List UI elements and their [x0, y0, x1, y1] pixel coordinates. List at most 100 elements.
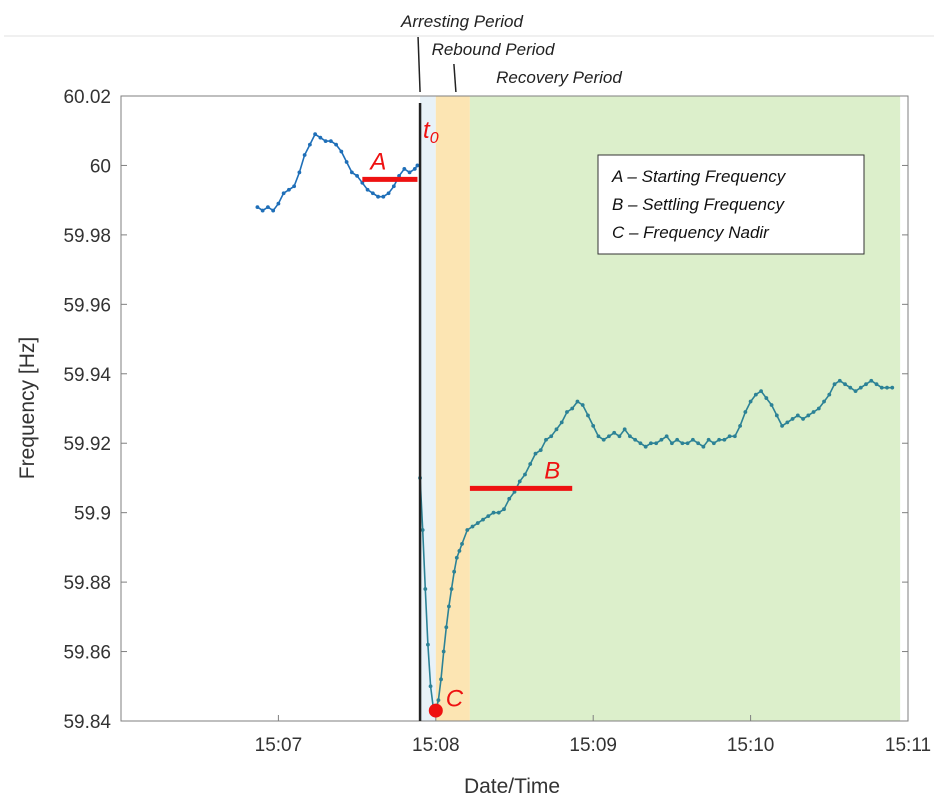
data-point	[402, 167, 407, 171]
y-tick-label: 59.86	[63, 643, 111, 664]
data-point	[297, 170, 302, 175]
data-point	[837, 378, 842, 383]
data-point	[774, 413, 779, 418]
data-point	[470, 524, 475, 529]
data-point	[601, 437, 606, 442]
legend-entry-c: C – Frequency Nadir	[612, 223, 770, 242]
data-point	[554, 427, 559, 432]
y-tick-label: 59.94	[63, 365, 111, 386]
y-axis-title: Frequency [Hz]	[16, 337, 39, 479]
data-point	[738, 423, 743, 428]
data-point	[507, 496, 512, 501]
data-point	[596, 434, 601, 439]
data-point	[444, 625, 449, 630]
data-point	[753, 392, 758, 397]
data-point	[879, 385, 884, 390]
data-point	[864, 382, 868, 387]
data-point	[271, 208, 276, 213]
period-band-arresting-period	[420, 96, 436, 721]
data-point	[628, 434, 632, 439]
data-point	[795, 413, 800, 418]
data-point	[649, 441, 653, 446]
data-point	[423, 587, 428, 591]
data-point	[452, 569, 457, 574]
y-tick-label: 60	[90, 156, 111, 177]
data-point	[292, 184, 297, 189]
data-point	[517, 479, 522, 484]
data-point	[622, 427, 627, 432]
event-time-label: t0	[423, 117, 439, 147]
plot-frame	[120, 95, 909, 722]
data-point	[339, 149, 344, 154]
data-point	[260, 208, 265, 213]
data-point	[397, 173, 401, 178]
period-label-arresting-period: Arresting Period	[400, 12, 523, 31]
data-point	[533, 451, 538, 456]
data-point	[816, 406, 821, 411]
data-point	[318, 135, 323, 140]
data-point	[276, 201, 281, 206]
period-connector-rebound-period	[453, 63, 457, 93]
data-point	[638, 441, 643, 446]
y-tick-label: 59.84	[63, 712, 111, 733]
data-point	[376, 194, 380, 199]
data-point	[701, 444, 706, 449]
data-point	[575, 399, 580, 404]
data-point	[675, 437, 680, 442]
data-point	[481, 517, 485, 522]
x-tick-label: 15:07	[255, 735, 303, 756]
period-band-rebound-period	[435, 96, 470, 721]
data-point	[885, 385, 889, 390]
event-time-subscript: 0	[430, 130, 439, 147]
y-tick-label: 59.96	[63, 295, 111, 316]
data-point	[717, 437, 722, 442]
data-point	[607, 434, 611, 439]
data-point	[670, 441, 674, 446]
data-point	[512, 489, 517, 494]
data-point	[465, 528, 470, 532]
data-point	[486, 514, 491, 519]
data-point	[732, 434, 737, 439]
data-point	[447, 604, 451, 609]
x-axis: 15:07 15:08 15:09 15:10 15:11	[255, 715, 931, 756]
data-point	[255, 205, 260, 210]
data-point	[722, 437, 727, 442]
data-point	[832, 382, 837, 387]
data-point	[633, 437, 638, 442]
data-point	[302, 153, 307, 157]
data-point	[420, 528, 425, 532]
legend-box	[597, 154, 865, 255]
marker-c-point	[428, 703, 443, 718]
period-label-recovery-period: Recovery Period	[496, 68, 622, 87]
data-point	[801, 417, 805, 421]
data-point	[355, 173, 359, 178]
data-point	[759, 389, 763, 394]
y-tick-label: 59.98	[63, 226, 111, 247]
data-point	[286, 187, 291, 192]
y-tick-label: 59.92	[63, 434, 111, 455]
legend-entry-a: A – Starting Frequency	[611, 167, 787, 186]
data-point	[281, 191, 286, 196]
data-point	[454, 555, 459, 560]
data-point	[769, 403, 774, 407]
data-point	[690, 437, 695, 442]
data-point	[457, 548, 462, 553]
data-point	[496, 510, 501, 515]
data-point	[523, 472, 527, 477]
data-point	[528, 462, 533, 466]
data-point	[565, 410, 569, 414]
data-point	[266, 205, 270, 210]
data-point	[460, 542, 464, 546]
data-point	[538, 448, 543, 453]
data-point	[407, 170, 412, 175]
marker-b-label: B	[544, 457, 560, 484]
data-point	[890, 385, 895, 390]
legend-entry-b: B – Settling Frequency	[612, 195, 785, 214]
data-point	[360, 180, 365, 185]
y-axis: 59.84 59.86 59.88 59.9 59.92 59.94 59.96 59.98 6…	[63, 87, 908, 733]
x-tick-label: 15:08	[412, 735, 460, 756]
data-point	[307, 142, 312, 147]
data-point	[811, 410, 816, 414]
period-bands: Arresting Period Rebound Period Recovery P…	[400, 12, 901, 721]
data-point	[415, 163, 420, 168]
